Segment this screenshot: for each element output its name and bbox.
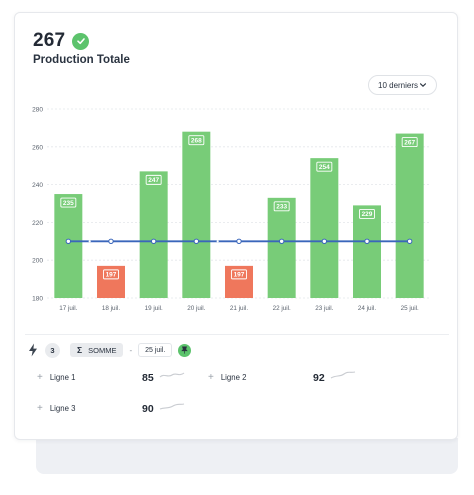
bar-value-label: 267	[404, 139, 415, 146]
reference-tick	[216, 240, 219, 243]
bar	[353, 205, 381, 298]
series-value: 85	[142, 372, 154, 384]
reference-point	[150, 238, 157, 245]
bar-value-label: 268	[191, 137, 202, 144]
bar	[395, 133, 424, 298]
x-tick-label: 20 juil.	[187, 305, 205, 312]
reference-point	[321, 238, 328, 245]
series-count-badge[interactable]: 3	[45, 342, 60, 358]
reference-point	[236, 238, 242, 245]
period-dropdown[interactable]: 10 derniers	[368, 75, 437, 95]
series-label: Ligne 3	[49, 403, 76, 413]
pin-icon[interactable]	[178, 343, 192, 357]
bar-value-label: 197	[234, 272, 245, 279]
bar	[182, 131, 211, 298]
plus-icon: +	[37, 371, 43, 383]
bar-value-label: 229	[362, 211, 373, 218]
y-tick-label: 280	[32, 107, 43, 114]
sparkline-icon	[159, 403, 185, 410]
bar	[310, 158, 339, 298]
bar	[267, 197, 296, 298]
bar	[54, 194, 83, 298]
bar-label-box	[103, 269, 119, 280]
x-tick-label: 23 juil.	[315, 305, 333, 312]
x-tick-label: 22 juil.	[273, 305, 291, 312]
aggregate-separator: -	[129, 345, 133, 355]
bar-label-box	[231, 269, 247, 280]
card-shadow	[36, 438, 458, 474]
reference-tick	[88, 240, 91, 243]
bar	[225, 265, 253, 298]
bar-label-box	[316, 161, 333, 172]
production-widget: 267 Production Totale 10 derniers 180 200…	[14, 12, 458, 440]
bar-label-box	[145, 174, 162, 185]
reference-point	[193, 238, 200, 245]
aggregate-bar: 3 Σ SOMME - 25 juil.	[27, 342, 192, 358]
x-tick-label: 17 juil.	[59, 305, 77, 312]
aggregate-function-button[interactable]: Σ SOMME	[70, 343, 124, 357]
series-value: 92	[313, 372, 325, 384]
series-item-ligne-3[interactable]: + Ligne 3	[37, 401, 75, 415]
bar-label-box	[359, 208, 375, 219]
plus-icon: +	[208, 371, 214, 383]
bar-value-label: 247	[148, 177, 159, 184]
y-tick-label: 180	[32, 296, 43, 303]
divider	[25, 334, 449, 335]
reference-point	[108, 238, 114, 245]
sparkline-icon	[159, 372, 185, 378]
series-item-ligne-1[interactable]: + Ligne 1	[37, 370, 75, 384]
bar-value-label: 233	[276, 204, 287, 211]
y-tick-label: 220	[32, 220, 43, 227]
reference-point	[278, 238, 285, 245]
widget-title: Production Totale	[33, 54, 130, 66]
plus-icon: +	[37, 402, 43, 414]
bar	[139, 171, 168, 298]
kpi-header: 267	[33, 30, 90, 52]
series-value: 90	[142, 403, 154, 415]
x-tick-label: 19 juil.	[145, 305, 163, 312]
reference-point	[65, 238, 72, 245]
series-label: Ligne 1	[49, 372, 76, 382]
period-dropdown-label: 10 derniers	[378, 80, 419, 90]
x-tick-label: 24 juil.	[358, 305, 376, 312]
reference-point	[406, 238, 413, 245]
reference-point	[364, 238, 370, 245]
x-tick-label: 18 juil.	[102, 305, 120, 312]
bar-value-label: 197	[106, 272, 117, 279]
bar-label-box	[273, 201, 290, 212]
x-tick-label: 21 juil.	[230, 305, 248, 312]
bar-label-box	[60, 197, 77, 208]
bar	[97, 265, 125, 298]
aggregate-date[interactable]: 25 juil.	[138, 343, 173, 357]
y-tick-label: 200	[32, 258, 43, 265]
x-tick-label: 25 juil.	[401, 305, 419, 312]
sigma-icon: Σ	[77, 345, 83, 355]
bar-value-label: 235	[63, 200, 74, 207]
series-item-ligne-2[interactable]: + Ligne 2	[208, 370, 246, 384]
bar-label-box	[401, 137, 418, 148]
check-icon	[72, 32, 90, 50]
kpi-value: 267	[33, 30, 66, 51]
series-label: Ligne 2	[220, 372, 247, 382]
y-tick-label: 240	[32, 182, 43, 189]
bar-label-box	[188, 135, 205, 146]
bar-value-label: 254	[319, 164, 330, 171]
aggregate-function-label: SOMME	[88, 345, 117, 355]
chevron-down-icon	[419, 83, 427, 87]
production-bar-chart: 180 200 220 240 260 280 235 17 juil. 197 18 juil.…	[32, 107, 431, 312]
y-tick-label: 260	[32, 144, 43, 151]
sparkline-icon	[330, 371, 356, 379]
lightning-icon[interactable]	[27, 343, 39, 357]
